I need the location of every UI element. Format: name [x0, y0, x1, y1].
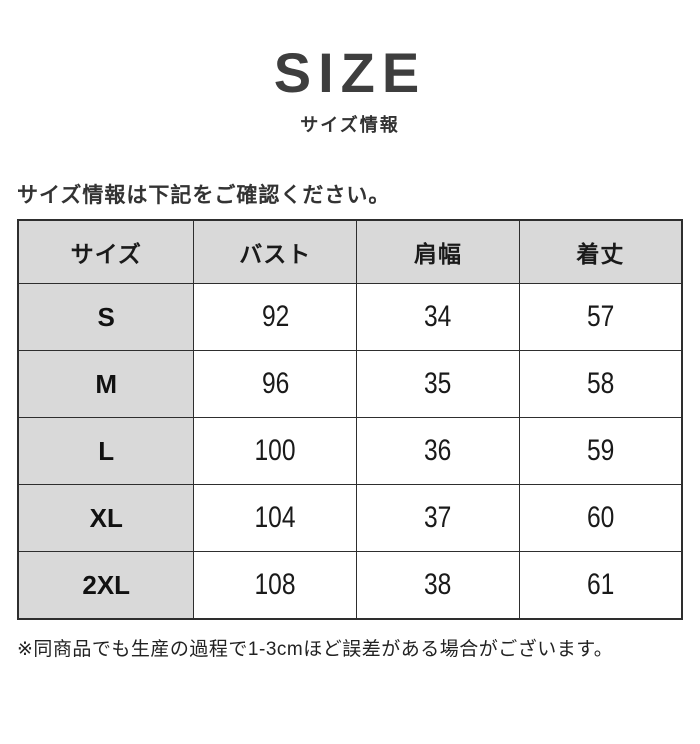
table-header-row: サイズ バスト 肩幅 着丈 — [17, 219, 683, 285]
cell-value: 108 — [254, 568, 296, 602]
table-cell: 96 — [193, 350, 358, 419]
table-cell: 60 — [518, 484, 683, 553]
column-header-size: サイズ — [17, 219, 195, 285]
size-label: XL — [17, 484, 195, 553]
table-row-s: S 92 34 57 — [17, 283, 683, 352]
size-label: M — [17, 350, 195, 419]
table-row-xl: XL 104 37 60 — [17, 484, 683, 553]
size-table: サイズ バスト 肩幅 着丈 S 92 34 57 M 96 35 58 L 10… — [17, 218, 683, 620]
table-cell: 108 — [193, 551, 358, 620]
table-cell: 59 — [518, 417, 683, 486]
table-cell: 36 — [356, 417, 520, 486]
table-cell: 61 — [518, 551, 683, 620]
page-title: SIZE — [273, 41, 427, 104]
cell-value: 96 — [261, 367, 289, 401]
table-cell: 92 — [193, 283, 358, 352]
cell-value: 36 — [424, 434, 452, 468]
table-cell: 100 — [193, 417, 358, 486]
size-label: 2XL — [17, 551, 195, 620]
table-row-2xl: 2XL 108 38 61 — [17, 551, 683, 620]
size-label: L — [17, 417, 195, 486]
page-subtitle: サイズ情報 — [300, 114, 400, 135]
table-cell: 34 — [356, 283, 520, 352]
column-header-length: 着丈 — [518, 219, 683, 285]
size-info-page: SIZE サイズ情報 サイズ情報は下記をご確認ください。 サイズ バスト 肩幅 … — [0, 41, 700, 661]
table-cell: 38 — [356, 551, 520, 620]
cell-value: 61 — [586, 568, 615, 602]
cell-value: 34 — [424, 300, 452, 334]
cell-value: 57 — [586, 300, 615, 334]
size-label: S — [17, 283, 195, 352]
section-heading: サイズ情報は下記をご確認ください。 — [17, 183, 391, 207]
cell-value: 37 — [424, 501, 452, 535]
cell-value: 100 — [254, 434, 296, 468]
table-cell: 35 — [356, 350, 520, 419]
cell-value: 35 — [424, 367, 452, 401]
footnote: ※同商品でも生産の過程で1-3cmほど誤差がある場合がございます。 — [17, 638, 614, 660]
cell-value: 60 — [586, 501, 615, 535]
table-cell: 104 — [193, 484, 358, 553]
table-cell: 57 — [518, 283, 683, 352]
cell-value: 92 — [261, 300, 289, 334]
table-cell: 37 — [356, 484, 520, 553]
column-header-bust: バスト — [193, 219, 358, 285]
cell-value: 38 — [424, 568, 452, 602]
table-row-m: M 96 35 58 — [17, 350, 683, 419]
table-row-l: L 100 36 59 — [17, 417, 683, 486]
cell-value: 59 — [586, 434, 615, 468]
table-cell: 58 — [518, 350, 683, 419]
cell-value: 104 — [254, 501, 296, 535]
column-header-shoulder: 肩幅 — [356, 219, 520, 285]
cell-value: 58 — [586, 367, 615, 401]
